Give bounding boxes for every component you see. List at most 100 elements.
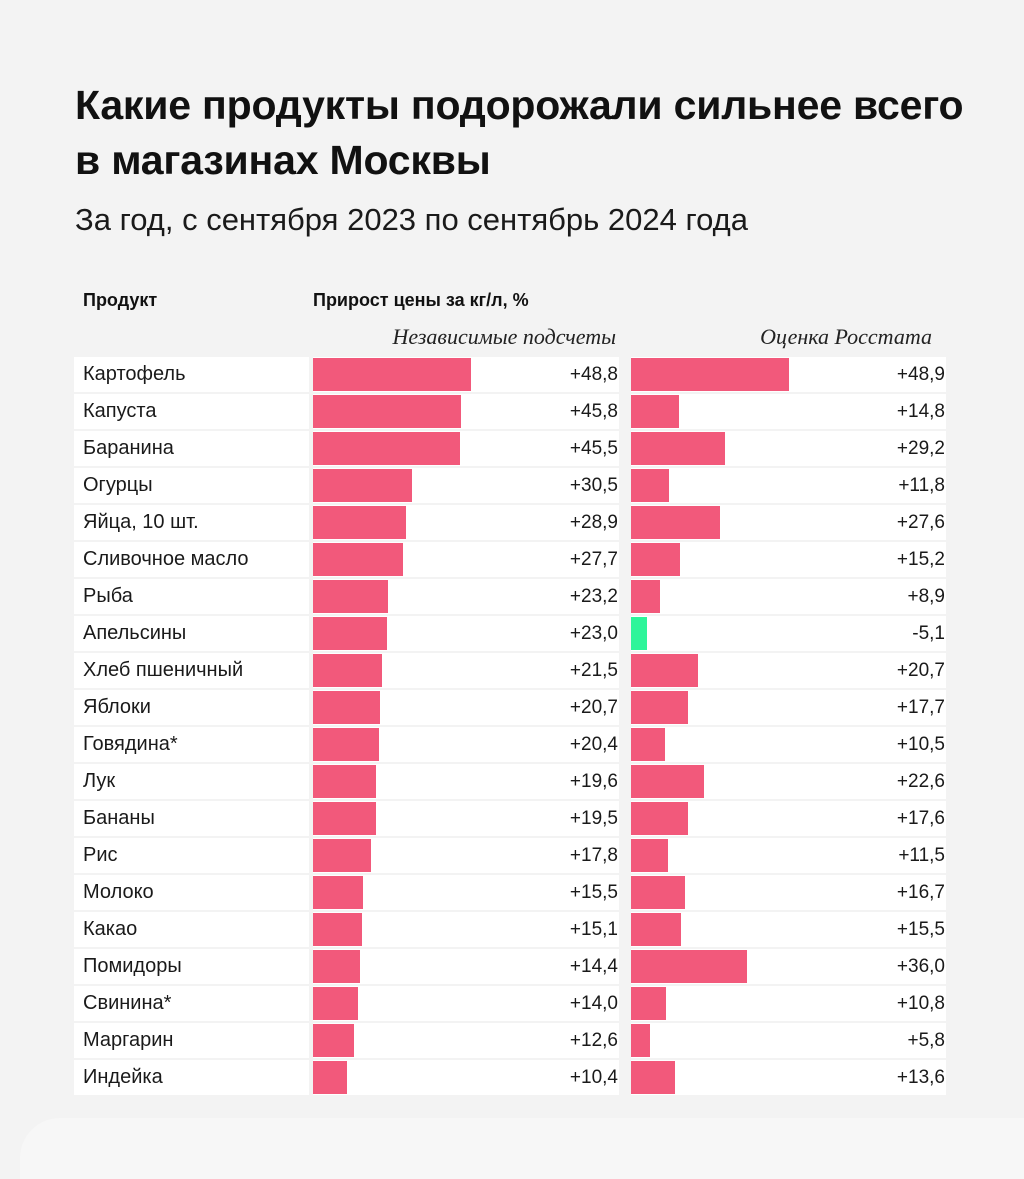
rosstat-cell: +5,8 — [631, 1023, 946, 1058]
chart-table: Картофель +48,8 +48,9 Капуста +45,8 +14,8 Бара… — [74, 357, 946, 1097]
rosstat-cell: +17,7 — [631, 690, 946, 725]
rosstat-value-label: +29,2 — [896, 438, 945, 459]
rosstat-cell: +10,5 — [631, 727, 946, 762]
independent-cell: +21,5 — [313, 653, 619, 688]
table-row: Яблоки +20,7 +17,7 — [74, 690, 946, 727]
independent-cell: +23,0 — [313, 616, 619, 651]
category-label: Молоко — [83, 881, 154, 903]
rosstat-value-label: +11,5 — [898, 845, 945, 866]
rosstat-value-label: +5,8 — [907, 1030, 945, 1051]
category-label: Огурцы — [83, 474, 153, 496]
category-label: Хлеб пшеничный — [83, 659, 244, 681]
independent-cell: +20,4 — [313, 727, 619, 762]
rosstat-bar — [631, 802, 688, 835]
page-curl-decoration — [20, 1118, 1024, 1179]
series-label-independent: Независимые подсчеты — [392, 324, 616, 349]
category-label: Говядина* — [83, 733, 178, 755]
independent-value-label: +15,5 — [569, 882, 618, 903]
independent-value-label: +23,2 — [569, 586, 618, 607]
category-cell: Яйца, 10 шт. — [74, 505, 309, 540]
table-row: Капуста +45,8 +14,8 — [74, 394, 946, 431]
rosstat-value-label: +16,7 — [896, 882, 945, 903]
rosstat-cell: +13,6 — [631, 1060, 946, 1095]
table-row: Апельсины +23,0 -5,1 — [74, 616, 946, 653]
independent-bar — [313, 913, 362, 946]
table-row: Рис +17,8 +11,5 — [74, 838, 946, 875]
independent-bar — [313, 1061, 347, 1094]
rosstat-bar — [631, 617, 647, 650]
rosstat-value-label: +20,7 — [896, 660, 945, 681]
independent-bar — [313, 691, 380, 724]
independent-bar — [313, 876, 363, 909]
table-row: Говядина* +20,4 +10,5 — [74, 727, 946, 764]
rosstat-cell: +29,2 — [631, 431, 946, 466]
independent-value-label: +17,8 — [569, 845, 618, 866]
category-label: Яйца, 10 шт. — [83, 511, 199, 533]
independent-cell: +45,5 — [313, 431, 619, 466]
independent-value-label: +20,7 — [569, 697, 618, 718]
category-label: Помидоры — [83, 955, 182, 977]
category-cell: Маргарин — [74, 1023, 309, 1058]
category-label: Индейка — [83, 1066, 163, 1088]
rosstat-cell: +14,8 — [631, 394, 946, 429]
independent-bar — [313, 839, 371, 872]
table-row: Индейка +10,4 +13,6 — [74, 1060, 946, 1097]
category-label: Капуста — [83, 400, 157, 422]
rosstat-value-label: +14,8 — [896, 401, 945, 422]
category-label: Свинина* — [83, 992, 172, 1014]
category-cell: Капуста — [74, 394, 309, 429]
table-row: Яйца, 10 шт. +28,9 +27,6 — [74, 505, 946, 542]
independent-value-label: +19,6 — [569, 771, 618, 792]
category-cell: Свинина* — [74, 986, 309, 1021]
table-row: Молоко +15,5 +16,7 — [74, 875, 946, 912]
rosstat-cell: -5,1 — [631, 616, 946, 651]
category-cell: Рыба — [74, 579, 309, 614]
independent-bar — [313, 950, 360, 983]
independent-value-label: +14,4 — [569, 956, 618, 977]
independent-cell: +15,5 — [313, 875, 619, 910]
rosstat-value-label: -5,1 — [912, 623, 945, 644]
independent-bar — [313, 358, 471, 391]
independent-bar — [313, 987, 358, 1020]
table-row: Рыба +23,2 +8,9 — [74, 579, 946, 616]
category-cell: Какао — [74, 912, 309, 947]
independent-cell: +14,0 — [313, 986, 619, 1021]
category-cell: Молоко — [74, 875, 309, 910]
table-row: Лук +19,6 +22,6 — [74, 764, 946, 801]
rosstat-bar — [631, 432, 725, 465]
category-cell: Бананы — [74, 801, 309, 836]
rosstat-cell: +11,8 — [631, 468, 946, 503]
category-label: Бананы — [83, 807, 155, 829]
category-label: Апельсины — [83, 622, 187, 644]
category-cell: Говядина* — [74, 727, 309, 762]
rosstat-cell: +17,6 — [631, 801, 946, 836]
independent-value-label: +28,9 — [569, 512, 618, 533]
independent-cell: +12,6 — [313, 1023, 619, 1058]
rosstat-cell: +36,0 — [631, 949, 946, 984]
independent-bar — [313, 580, 388, 613]
rosstat-value-label: +15,2 — [896, 549, 945, 570]
independent-bar — [313, 1024, 354, 1057]
category-cell: Сливочное масло — [74, 542, 309, 577]
rosstat-value-label: +27,6 — [896, 512, 945, 533]
table-row: Сливочное масло +27,7 +15,2 — [74, 542, 946, 579]
rosstat-cell: +16,7 — [631, 875, 946, 910]
rosstat-value-label: +48,9 — [896, 364, 945, 385]
independent-value-label: +45,8 — [569, 401, 618, 422]
rosstat-bar — [631, 654, 698, 687]
independent-bar — [313, 543, 403, 576]
independent-bar — [313, 617, 387, 650]
rosstat-bar — [631, 950, 747, 983]
independent-value-label: +48,8 — [569, 364, 618, 385]
independent-value-label: +21,5 — [569, 660, 618, 681]
rosstat-cell: +15,5 — [631, 912, 946, 947]
table-row: Какао +15,1 +15,5 — [74, 912, 946, 949]
independent-cell: +20,7 — [313, 690, 619, 725]
independent-cell: +19,5 — [313, 801, 619, 836]
table-row: Огурцы +30,5 +11,8 — [74, 468, 946, 505]
value-header: Прирост цены за кг/л, % — [313, 290, 529, 310]
independent-cell: +23,2 — [313, 579, 619, 614]
category-cell: Хлеб пшеничный — [74, 653, 309, 688]
table-row: Картофель +48,8 +48,9 — [74, 357, 946, 394]
rosstat-value-label: +36,0 — [896, 956, 945, 977]
